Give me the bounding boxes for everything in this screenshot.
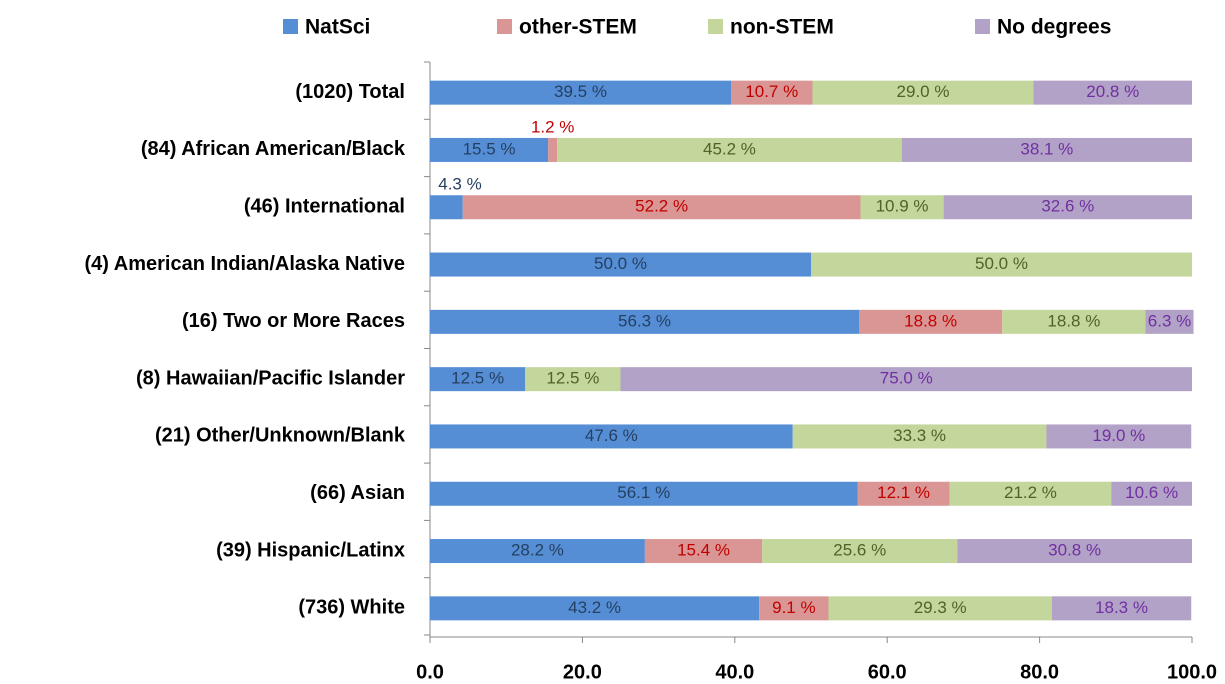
value-label: 20.8 % — [1086, 82, 1139, 101]
value-label: 18.8 % — [904, 311, 957, 330]
value-label: 38.1 % — [1020, 139, 1073, 158]
bar-segment — [811, 252, 1192, 277]
value-label: 33.3 % — [893, 426, 946, 445]
legend-label: No degrees — [997, 16, 1111, 39]
x-tick-label: 40.0 — [715, 661, 754, 683]
bar-segment — [430, 481, 858, 506]
bar-segment — [1033, 80, 1192, 105]
legend-label: NatSci — [305, 16, 370, 39]
legend-swatch — [283, 19, 298, 34]
category-label: (1020) Total — [295, 81, 405, 103]
category-label: (21) Other/Unknown/Blank — [155, 425, 406, 447]
bar-segment — [430, 137, 549, 162]
bar-segment — [557, 137, 902, 162]
bar-segment — [620, 367, 1192, 392]
bar-segment — [1145, 309, 1194, 334]
category-label: (46) International — [244, 196, 405, 218]
value-label: 1.2 % — [531, 117, 574, 136]
value-label: 15.4 % — [677, 541, 730, 560]
value-label: 39.5 % — [554, 82, 607, 101]
value-label: 43.2 % — [568, 598, 621, 617]
bar-segment — [857, 481, 950, 506]
bar-segment — [949, 481, 1112, 506]
bar-segment — [430, 80, 731, 105]
bar-segment — [943, 195, 1192, 220]
value-label: 45.2 % — [703, 139, 756, 158]
value-label: 75.0 % — [880, 369, 933, 388]
bar-segment — [957, 539, 1192, 564]
value-label: 30.8 % — [1048, 541, 1101, 560]
category-label: (16) Two or More Races — [182, 310, 405, 332]
bar-segment — [430, 596, 760, 621]
legend-swatch — [497, 19, 512, 34]
value-label: 18.3 % — [1095, 598, 1148, 617]
value-label: 18.8 % — [1047, 311, 1100, 330]
category-label: (39) Hispanic/Latinx — [216, 539, 405, 561]
bar-segment — [430, 309, 860, 334]
value-label: 9.1 % — [772, 598, 815, 617]
value-label: 56.1 % — [617, 483, 670, 502]
value-label: 12.5 % — [546, 369, 599, 388]
bar-segment — [762, 539, 958, 564]
bar-segment — [1051, 596, 1192, 621]
value-label: 19.0 % — [1092, 426, 1145, 445]
category-label: (8) Hawaiian/Pacific Islander — [136, 367, 405, 389]
value-label: 29.3 % — [914, 598, 967, 617]
value-label: 32.6 % — [1041, 197, 1094, 216]
x-tick-label: 0.0 — [416, 661, 444, 683]
value-label: 29.0 % — [897, 82, 950, 101]
value-label: 50.0 % — [594, 254, 647, 273]
bar-segment — [644, 539, 763, 564]
value-label: 10.9 % — [876, 197, 929, 216]
value-label: 52.2 % — [635, 197, 688, 216]
bar-segment — [901, 137, 1192, 162]
value-label: 12.1 % — [877, 483, 930, 502]
bar-segment — [792, 424, 1047, 449]
category-label: (66) Asian — [310, 482, 405, 504]
bar-segment — [525, 367, 621, 392]
category-label: (4) American Indian/Alaska Native — [85, 253, 406, 275]
bar-segment — [430, 252, 811, 277]
legend-swatch — [708, 19, 723, 34]
bar-segment — [1111, 481, 1192, 506]
bar-segment — [462, 195, 861, 220]
bar-segment — [430, 195, 463, 220]
value-label: 6.3 % — [1148, 311, 1191, 330]
value-label: 56.3 % — [618, 311, 671, 330]
value-label: 50.0 % — [975, 254, 1028, 273]
x-tick-label: 60.0 — [868, 661, 907, 683]
bar-segment — [859, 309, 1003, 334]
x-tick-label: 100.0 — [1167, 661, 1217, 683]
legend-label: non-STEM — [730, 16, 834, 39]
legend-label: other-STEM — [519, 16, 637, 39]
value-label: 21.2 % — [1004, 483, 1057, 502]
value-label: 47.6 % — [585, 426, 638, 445]
value-label: 15.5 % — [463, 139, 516, 158]
bar-segment — [548, 137, 558, 162]
bar-segment — [430, 424, 793, 449]
category-label: (736) White — [298, 597, 405, 619]
legend-swatch — [975, 19, 990, 34]
value-label: 12.5 % — [451, 369, 504, 388]
bar-segment — [828, 596, 1052, 621]
bar-segment — [430, 539, 645, 564]
value-label: 4.3 % — [438, 175, 481, 194]
bar-segment — [730, 80, 813, 105]
bar-segment — [759, 596, 829, 621]
bar-segment — [1002, 309, 1146, 334]
bar-segment — [430, 367, 526, 392]
x-tick-label: 20.0 — [563, 661, 602, 683]
bar-segment — [1046, 424, 1192, 449]
value-label: 10.6 % — [1125, 483, 1178, 502]
value-label: 25.6 % — [833, 541, 886, 560]
x-tick-label: 80.0 — [1020, 661, 1059, 683]
category-label: (84) African American/Black — [141, 138, 406, 160]
bar-segment — [812, 80, 1034, 105]
bar-segment — [860, 195, 944, 220]
value-label: 10.7 % — [745, 82, 798, 101]
value-label: 28.2 % — [511, 541, 564, 560]
